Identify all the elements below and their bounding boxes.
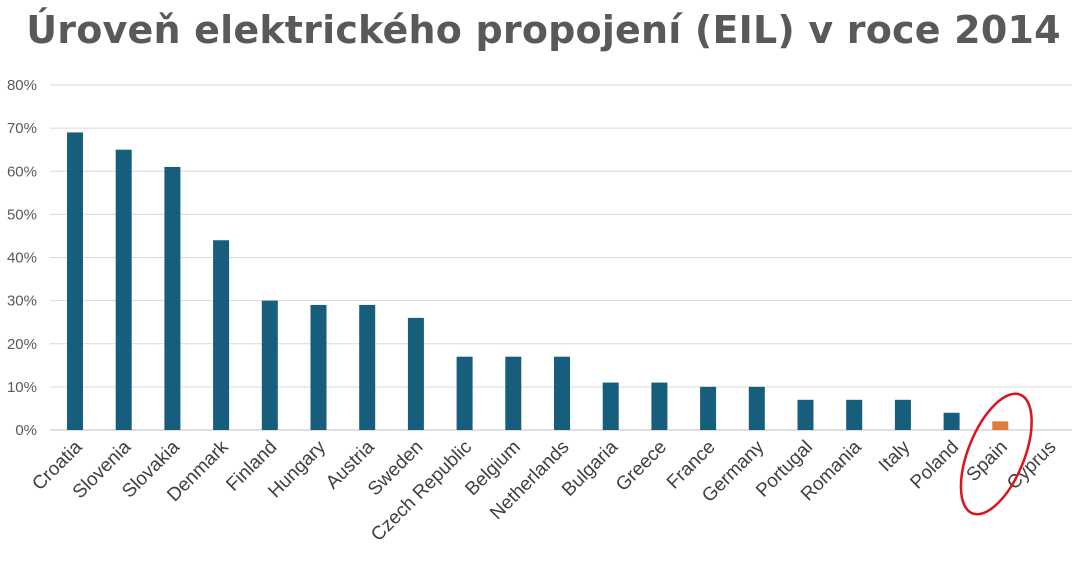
y-tick-label: 40% xyxy=(7,250,37,267)
bars xyxy=(67,132,1009,430)
bar-bulgaria xyxy=(602,382,619,430)
y-tick-label: 50% xyxy=(7,206,37,223)
bar-denmark xyxy=(213,240,230,430)
x-tick-label: Italy xyxy=(875,436,915,476)
x-axis-labels: CroatiaSloveniaSlovakiaDenmarkFinlandHun… xyxy=(28,436,1060,545)
bar-croatia xyxy=(67,132,83,430)
x-tick-label: Greece xyxy=(612,437,671,496)
bar-slovenia xyxy=(115,149,132,430)
bar-italy xyxy=(894,399,911,430)
y-tick-label: 70% xyxy=(7,120,37,137)
bar-poland xyxy=(943,412,960,430)
bar-belgium xyxy=(505,356,522,430)
highlight-circle xyxy=(959,392,1033,516)
bar-sweden xyxy=(407,317,424,430)
y-axis-ticks: 0% 10% 20% 30% 40% 50% 60% 70% 80% xyxy=(7,77,37,439)
y-tick-label: 60% xyxy=(7,163,37,180)
bar-spain xyxy=(992,421,1009,430)
y-tick-label: 80% xyxy=(7,77,37,94)
bar-austria xyxy=(359,304,376,430)
bar-romania xyxy=(846,399,863,430)
bar-hungary xyxy=(310,304,327,430)
x-tick-label: Poland xyxy=(906,437,963,494)
bar-slovakia xyxy=(164,166,181,430)
chart-title: Úroveň elektrického propojení (EIL) v ro… xyxy=(26,8,1061,52)
bar-france xyxy=(700,386,717,430)
bar-czech-republic xyxy=(456,356,473,430)
bar-netherlands xyxy=(554,356,570,430)
bar-greece xyxy=(651,382,668,430)
annotations xyxy=(959,392,1033,516)
y-tick-label: 0% xyxy=(15,422,37,439)
y-tick-label: 10% xyxy=(7,379,37,396)
bar-finland xyxy=(261,300,278,430)
y-tick-label: 30% xyxy=(7,293,37,310)
y-tick-label: 20% xyxy=(7,336,37,353)
bar-germany xyxy=(748,386,765,430)
bar-portugal xyxy=(797,399,814,430)
